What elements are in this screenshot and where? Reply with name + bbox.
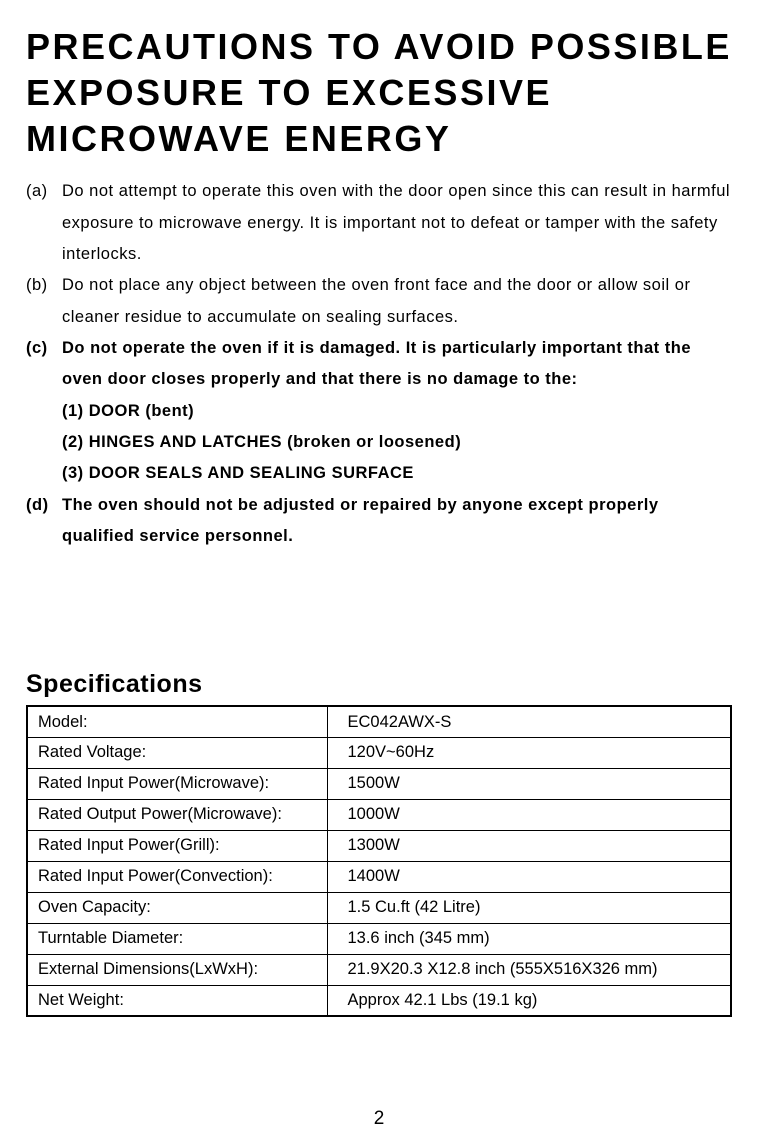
spec-label: Rated Voltage: bbox=[27, 737, 327, 768]
spec-value: 120V~60Hz bbox=[327, 737, 731, 768]
specifications-table: Model: EC042AWX-S Rated Voltage: 120V~60… bbox=[26, 705, 732, 1017]
spec-label: Rated Input Power(Microwave): bbox=[27, 768, 327, 799]
spec-label: Oven Capacity: bbox=[27, 892, 327, 923]
text-c: Do not operate the oven if it is damaged… bbox=[62, 333, 732, 396]
precaution-c-sub3: (3) DOOR SEALS AND SEALING SURFACE bbox=[26, 458, 732, 489]
spec-value: EC042AWX-S bbox=[327, 706, 731, 737]
precaution-a: (a) Do not attempt to operate this oven … bbox=[26, 176, 732, 270]
precaution-c: (c) Do not operate the oven if it is dam… bbox=[26, 333, 732, 396]
table-row: Oven Capacity: 1.5 Cu.ft (42 Litre) bbox=[27, 892, 731, 923]
precaution-d: (d) The oven should not be adjusted or r… bbox=[26, 490, 732, 553]
text-d: The oven should not be adjusted or repai… bbox=[62, 490, 732, 553]
marker-d: (d) bbox=[26, 490, 62, 553]
marker-b: (b) bbox=[26, 270, 62, 333]
spec-label: Net Weight: bbox=[27, 985, 327, 1016]
spec-label: External Dimensions(LxWxH): bbox=[27, 954, 327, 985]
specifications-title: Specifications bbox=[26, 670, 732, 699]
spec-label: Model: bbox=[27, 706, 327, 737]
table-row: Turntable Diameter: 13.6 inch (345 mm) bbox=[27, 923, 731, 954]
spec-value: 1400W bbox=[327, 861, 731, 892]
spec-label: Rated Output Power(Microwave): bbox=[27, 799, 327, 830]
table-row: Rated Input Power(Convection): 1400W bbox=[27, 861, 731, 892]
page-title: PRECAUTIONS TO AVOID POSSIBLE EXPOSURE T… bbox=[26, 24, 732, 162]
spec-label: Rated Input Power(Convection): bbox=[27, 861, 327, 892]
table-row: Rated Output Power(Microwave): 1000W bbox=[27, 799, 731, 830]
spec-value: Approx 42.1 Lbs (19.1 kg) bbox=[327, 985, 731, 1016]
spec-value: 13.6 inch (345 mm) bbox=[327, 923, 731, 954]
text-b: Do not place any object between the oven… bbox=[62, 270, 732, 333]
precaution-c-sub2: (2) HINGES AND LATCHES (broken or loosen… bbox=[26, 427, 732, 458]
spec-value: 1500W bbox=[327, 768, 731, 799]
precaution-c-sub1: (1) DOOR (bent) bbox=[26, 396, 732, 427]
spec-value: 1.5 Cu.ft (42 Litre) bbox=[327, 892, 731, 923]
spec-label: Turntable Diameter: bbox=[27, 923, 327, 954]
spec-value: 1000W bbox=[327, 799, 731, 830]
table-row: Net Weight: Approx 42.1 Lbs (19.1 kg) bbox=[27, 985, 731, 1016]
precaution-b: (b) Do not place any object between the … bbox=[26, 270, 732, 333]
text-a: Do not attempt to operate this oven with… bbox=[62, 176, 732, 270]
spec-value: 21.9X20.3 X12.8 inch (555X516X326 mm) bbox=[327, 954, 731, 985]
table-row: Rated Input Power(Grill): 1300W bbox=[27, 830, 731, 861]
marker-c: (c) bbox=[26, 333, 62, 396]
table-row: Rated Voltage: 120V~60Hz bbox=[27, 737, 731, 768]
table-row: Rated Input Power(Microwave): 1500W bbox=[27, 768, 731, 799]
precautions-list: (a) Do not attempt to operate this oven … bbox=[26, 176, 732, 552]
page-number: 2 bbox=[0, 1108, 758, 1130]
marker-a: (a) bbox=[26, 176, 62, 270]
spec-label: Rated Input Power(Grill): bbox=[27, 830, 327, 861]
spec-value: 1300W bbox=[327, 830, 731, 861]
table-row: External Dimensions(LxWxH): 21.9X20.3 X1… bbox=[27, 954, 731, 985]
table-row: Model: EC042AWX-S bbox=[27, 706, 731, 737]
